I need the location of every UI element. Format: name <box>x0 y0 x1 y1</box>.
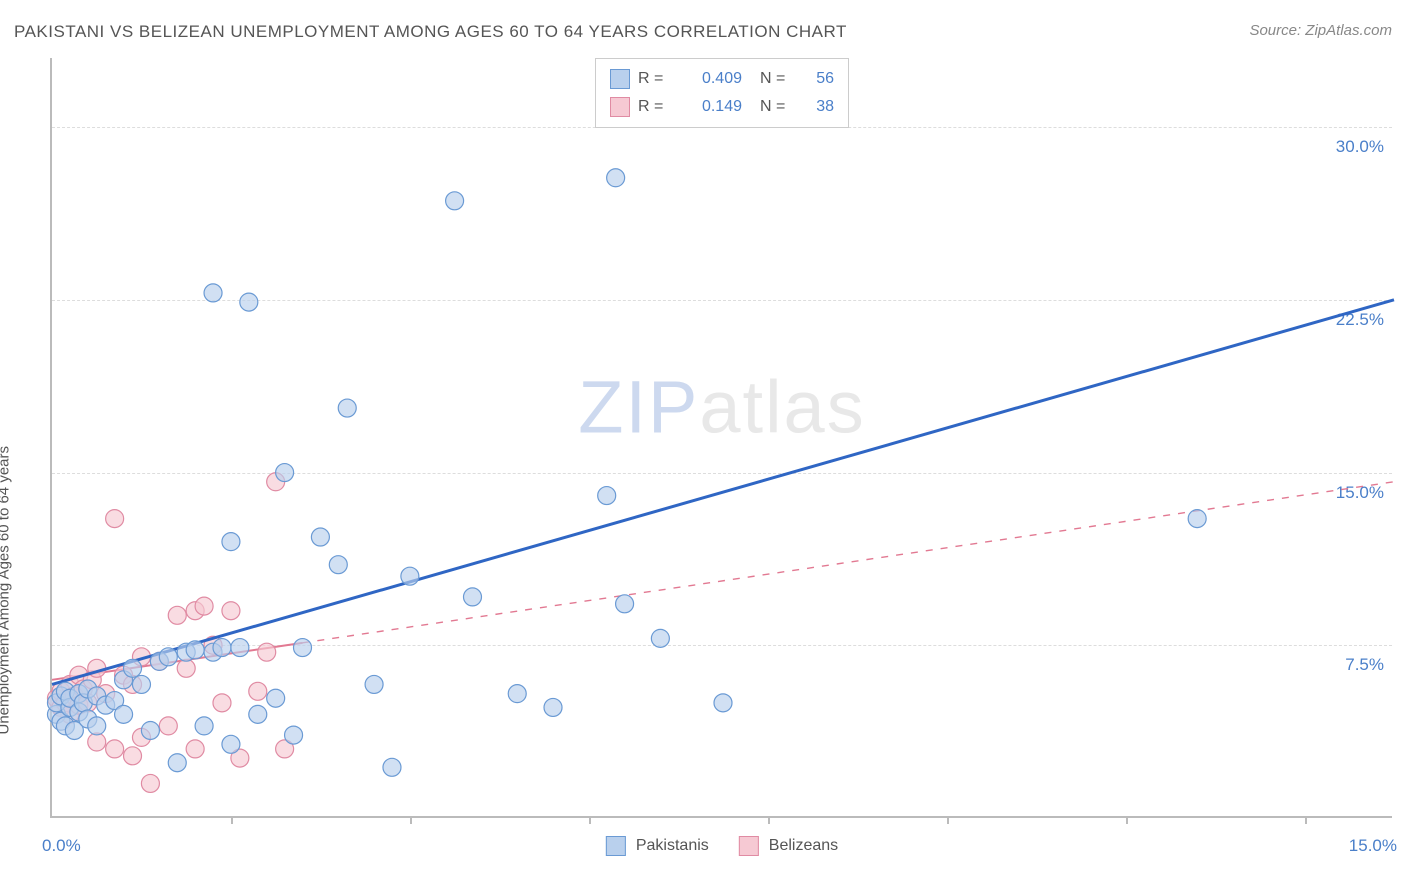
data-point <box>159 717 177 735</box>
data-point <box>383 758 401 776</box>
chart-svg <box>52 58 1392 816</box>
n-label: N = <box>760 65 796 93</box>
legend-series: Pakistanis Belizeans <box>606 836 838 856</box>
series-label-belizeans: Belizeans <box>769 837 838 855</box>
data-point <box>598 487 616 505</box>
data-point <box>195 597 213 615</box>
data-point <box>401 567 419 585</box>
n-label: N = <box>760 93 796 121</box>
data-point <box>607 169 625 187</box>
data-point <box>463 588 481 606</box>
data-point <box>213 639 231 657</box>
r-value-pakistanis: 0.409 <box>682 65 742 93</box>
series-label-pakistanis: Pakistanis <box>636 837 709 855</box>
data-point <box>141 774 159 792</box>
data-point <box>240 293 258 311</box>
data-point <box>159 648 177 666</box>
data-point <box>446 192 464 210</box>
data-point <box>222 735 240 753</box>
legend-row-belizeans: R = 0.149 N = 38 <box>610 93 834 121</box>
data-point <box>115 705 133 723</box>
x-tick <box>410 816 412 824</box>
data-point <box>231 639 249 657</box>
x-origin-label: 0.0% <box>42 836 81 856</box>
legend-item-belizeans: Belizeans <box>739 836 838 856</box>
legend-row-pakistanis: R = 0.409 N = 56 <box>610 65 834 93</box>
data-point <box>258 643 276 661</box>
source-label: Source: ZipAtlas.com <box>1249 22 1392 39</box>
data-point <box>186 740 204 758</box>
data-point <box>141 721 159 739</box>
regression-line <box>52 300 1394 685</box>
data-point <box>124 659 142 677</box>
regression-line-dashed <box>303 482 1394 643</box>
data-point <box>124 747 142 765</box>
data-point <box>177 659 195 677</box>
data-point <box>329 556 347 574</box>
swatch-belizeans <box>610 97 630 117</box>
legend-correlation: R = 0.409 N = 56 R = 0.149 N = 38 <box>595 58 849 128</box>
x-tick <box>768 816 770 824</box>
x-tick <box>589 816 591 824</box>
data-point <box>132 675 150 693</box>
x-end-label: 15.0% <box>1349 836 1397 856</box>
data-point <box>276 464 294 482</box>
data-point <box>106 740 124 758</box>
data-point <box>365 675 383 693</box>
swatch-pakistanis <box>606 836 626 856</box>
n-value-pakistanis: 56 <box>804 65 834 93</box>
data-point <box>168 754 186 772</box>
data-point <box>222 533 240 551</box>
data-point <box>88 717 106 735</box>
data-point <box>249 705 267 723</box>
data-point <box>204 284 222 302</box>
x-tick <box>1126 816 1128 824</box>
chart-title: PAKISTANI VS BELIZEAN UNEMPLOYMENT AMONG… <box>14 22 847 42</box>
data-point <box>186 641 204 659</box>
data-point <box>544 698 562 716</box>
data-point <box>1188 510 1206 528</box>
data-point <box>88 733 106 751</box>
r-value-belizeans: 0.149 <box>682 93 742 121</box>
data-point <box>249 682 267 700</box>
legend-item-pakistanis: Pakistanis <box>606 836 709 856</box>
data-point <box>106 510 124 528</box>
x-tick <box>231 816 233 824</box>
data-point <box>222 602 240 620</box>
data-point <box>616 595 634 613</box>
r-label: R = <box>638 65 674 93</box>
swatch-pakistanis <box>610 69 630 89</box>
data-point <box>714 694 732 712</box>
plot-area: ZIPatlas 7.5%15.0%22.5%30.0% R = 0.409 N… <box>50 58 1392 818</box>
n-value-belizeans: 38 <box>804 93 834 121</box>
swatch-belizeans <box>739 836 759 856</box>
data-point <box>267 689 285 707</box>
x-tick <box>1305 816 1307 824</box>
data-point <box>213 694 231 712</box>
data-point <box>311 528 329 546</box>
x-tick <box>947 816 949 824</box>
data-point <box>195 717 213 735</box>
chart-container: PAKISTANI VS BELIZEAN UNEMPLOYMENT AMONG… <box>0 0 1406 892</box>
data-point <box>338 399 356 417</box>
data-point <box>285 726 303 744</box>
data-point <box>651 629 669 647</box>
data-point <box>168 606 186 624</box>
data-point <box>294 639 312 657</box>
r-label: R = <box>638 93 674 121</box>
data-point <box>508 685 526 703</box>
